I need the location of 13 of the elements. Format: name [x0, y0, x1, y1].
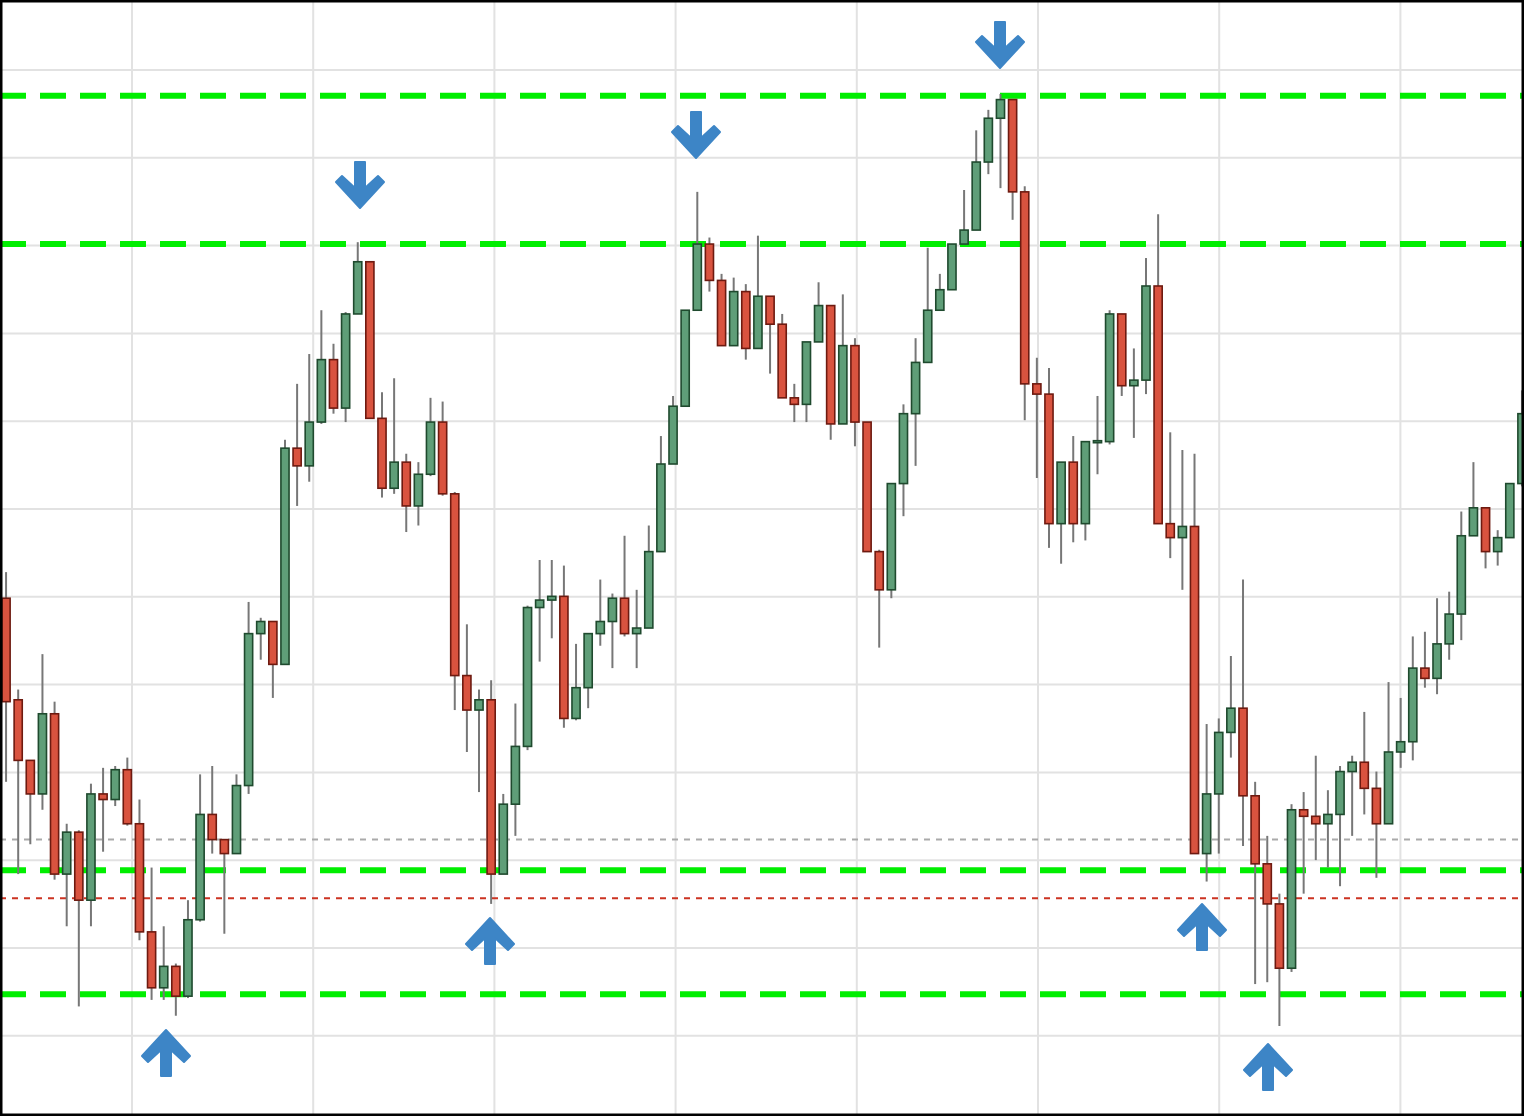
- candlestick: [158, 925, 169, 1001]
- candlestick: [292, 382, 302, 507]
- candlestick: [170, 962, 181, 1017]
- candlestick: [1420, 630, 1430, 689]
- candlestick: [474, 688, 484, 794]
- candlestick: [98, 766, 108, 853]
- candlestick: [389, 377, 399, 495]
- candlestick: [619, 534, 630, 638]
- candlestick: [401, 452, 412, 534]
- candlestick: [267, 620, 278, 699]
- candlestick: [110, 764, 121, 808]
- candlestick: [61, 822, 72, 928]
- candlestick: [1480, 506, 1491, 570]
